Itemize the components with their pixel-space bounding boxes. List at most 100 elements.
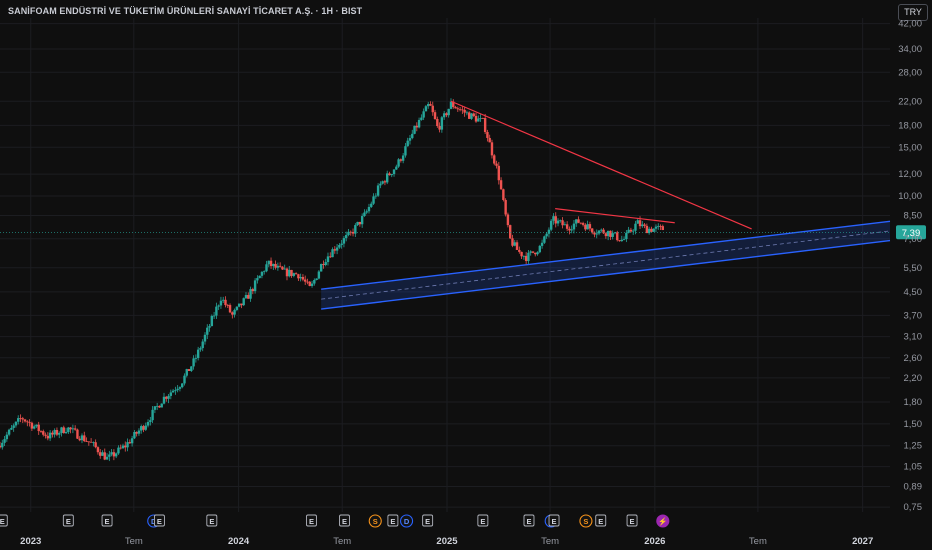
candle-body (474, 116, 478, 122)
candle-body (83, 435, 86, 442)
y-tick-label: 0,75 (904, 502, 923, 513)
event-marker-label: S (373, 517, 378, 526)
candle-body (547, 229, 551, 234)
y-axis: 0,75 0,89 1,05 1,25 1,50 1,80 2,20 2,60 3,10 3,70… (898, 19, 922, 514)
candle-body (590, 228, 594, 233)
candle-body (438, 126, 441, 130)
candle-body (313, 280, 316, 284)
candle-body (76, 429, 79, 439)
event-marker-circle[interactable] (656, 514, 670, 528)
candle-body (618, 240, 621, 242)
event-marker-box[interactable] (206, 514, 218, 527)
candle-body (454, 107, 457, 109)
candle-body (272, 263, 275, 267)
y-tick-label: 12,00 (898, 169, 922, 180)
candle-body (620, 239, 624, 242)
candle-body (99, 452, 102, 456)
y-tick-label: 28,00 (898, 67, 922, 78)
candle-body (89, 441, 93, 443)
candle-body (23, 419, 27, 422)
event-markers[interactable]: EEEDEEEESEDEEEDESEE⚡ (0, 514, 670, 528)
event-marker-box[interactable] (422, 514, 434, 527)
candle-body (226, 305, 229, 306)
candle-body (561, 220, 564, 226)
event-marker-circle[interactable] (579, 514, 593, 528)
channel-lower (321, 239, 891, 310)
grid (0, 18, 890, 512)
candle-body (445, 113, 448, 116)
candle-body (606, 230, 610, 237)
event-marker-box[interactable] (306, 514, 317, 527)
candle-body (51, 432, 54, 435)
candle-body (468, 112, 471, 119)
candle-body (1, 442, 4, 448)
candle-body (244, 295, 248, 299)
candle-body (308, 281, 311, 286)
candle-body (203, 334, 207, 342)
y-tick-label: 3,10 (904, 332, 923, 343)
candle-body (495, 163, 498, 166)
event-marker-box[interactable] (62, 514, 74, 527)
currency-button[interactable]: TRY (898, 4, 928, 21)
y-tick-label: 34,00 (898, 44, 922, 55)
candle-body (30, 422, 34, 429)
candle-body (381, 181, 384, 184)
candle-body (294, 273, 298, 275)
candle-body (283, 268, 286, 270)
candle-body (169, 392, 173, 396)
candle-body (114, 453, 118, 457)
event-marker-circle[interactable] (400, 514, 414, 528)
candle-body (301, 276, 305, 280)
candle-body (604, 233, 608, 237)
event-marker-box[interactable] (626, 514, 638, 527)
candle-body (37, 424, 40, 431)
candle-body (347, 231, 350, 235)
trendlines (450, 100, 752, 230)
candle-body (171, 390, 175, 393)
candle-body (253, 280, 257, 292)
event-marker-box[interactable] (523, 514, 535, 527)
x-tick-label: Tem (541, 536, 559, 547)
candle-body (110, 452, 113, 455)
candle-body (217, 305, 220, 307)
candle-body (269, 260, 273, 267)
candle-body (367, 206, 371, 212)
channel-upper (321, 220, 891, 290)
event-marker-label: E (342, 517, 347, 526)
candle-body (543, 236, 546, 243)
candle-body (67, 427, 70, 433)
candle-body (452, 101, 455, 108)
x-tick-label: Tem (333, 536, 351, 547)
candle-body (342, 238, 346, 244)
candle-body (258, 275, 261, 279)
candle-body (292, 273, 296, 276)
candle-body (267, 260, 270, 265)
event-marker-box[interactable] (101, 514, 113, 527)
candle-body (588, 224, 592, 229)
candle-body (629, 229, 633, 232)
candle-body (44, 434, 47, 436)
candle-body (137, 430, 141, 434)
event-marker-box[interactable] (153, 514, 165, 527)
event-marker-box[interactable] (477, 514, 489, 527)
candle-body (224, 299, 227, 306)
event-marker-box[interactable] (595, 514, 607, 527)
candle-body (602, 229, 605, 234)
event-marker-box[interactable] (387, 514, 399, 527)
event-marker-box[interactable] (0, 514, 8, 527)
candle-body (92, 442, 95, 444)
candle-body (440, 117, 444, 130)
event-marker-circle[interactable] (368, 514, 382, 528)
candle-body (212, 315, 216, 317)
candle-body (5, 434, 9, 440)
event-marker-box[interactable] (548, 514, 560, 527)
candle-body (178, 387, 182, 389)
candle-body (128, 442, 132, 444)
y-tick-label: 22,00 (898, 96, 922, 107)
candle-body (149, 420, 152, 423)
trendline-upper (450, 100, 752, 230)
event-marker-label: E (630, 517, 635, 526)
candle-body (351, 231, 355, 234)
event-marker-box[interactable] (339, 514, 350, 527)
